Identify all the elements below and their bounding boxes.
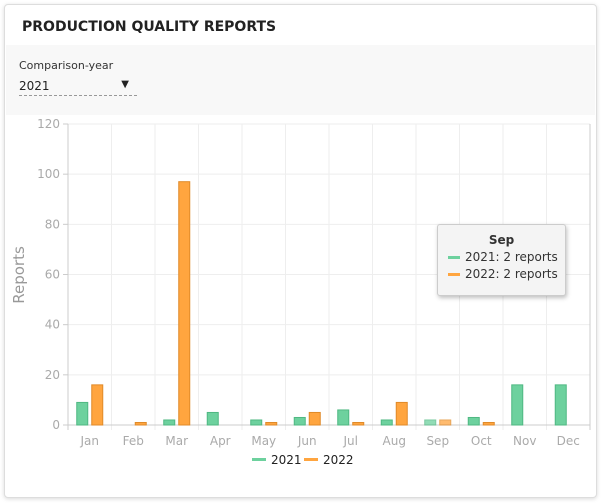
bar-2022-Jul bbox=[352, 421, 365, 426]
x-tick-label: Jul bbox=[343, 434, 358, 448]
comparison-year-value: 2021 bbox=[19, 79, 50, 93]
x-tick-label: Aug bbox=[383, 434, 406, 448]
x-tick-label: Nov bbox=[513, 434, 536, 448]
x-tick-label: May bbox=[251, 434, 276, 448]
comparison-year-label: Comparison-year bbox=[19, 59, 114, 72]
page-title: PRODUCTION QUALITY REPORTS bbox=[22, 19, 277, 35]
bar-2021-Jun bbox=[293, 416, 306, 426]
bar-2022-Oct bbox=[482, 421, 495, 426]
swatch-2021 bbox=[448, 255, 460, 259]
x-tick-label: Apr bbox=[210, 434, 231, 448]
y-axis-label: Reports bbox=[10, 246, 28, 304]
bar-2022-Jan bbox=[91, 384, 104, 426]
x-tick-label: Jan bbox=[80, 434, 100, 448]
comparison-year-select[interactable]: 2021 ▼ bbox=[19, 79, 137, 96]
y-tick-label: 120 bbox=[37, 117, 60, 131]
bar-2022-Aug bbox=[395, 401, 408, 426]
tooltip-row: 2021: 2 reports bbox=[465, 250, 558, 264]
bar-2022-Sep bbox=[439, 419, 452, 426]
legend-label: 2022 bbox=[323, 453, 354, 467]
bar-2021-Aug bbox=[380, 419, 393, 426]
bar-2021-Oct bbox=[467, 416, 480, 426]
legend-swatch-2022 bbox=[304, 458, 318, 461]
x-tick-label: Jun bbox=[297, 434, 317, 448]
legend-label: 2021 bbox=[271, 453, 302, 467]
caret-down-icon: ▼ bbox=[121, 79, 129, 90]
swatch-2022 bbox=[448, 272, 460, 276]
bar-2022-May bbox=[265, 421, 278, 426]
bar-2021-Sep bbox=[424, 419, 437, 426]
bar-2022-Feb bbox=[134, 421, 147, 426]
y-tick-label: 40 bbox=[45, 318, 60, 332]
x-tick-label: Sep bbox=[426, 434, 449, 448]
bar-2022-Jun bbox=[308, 411, 321, 426]
legend-swatch-2021 bbox=[252, 458, 266, 461]
tooltip-row: 2022: 2 reports bbox=[465, 267, 558, 281]
bar-2021-Dec bbox=[554, 384, 567, 426]
x-tick-label: Mar bbox=[165, 434, 188, 448]
x-tick-label: Feb bbox=[123, 434, 144, 448]
y-tick-label: 60 bbox=[45, 268, 60, 282]
bar-2021-Nov bbox=[511, 384, 524, 426]
y-tick-label: 80 bbox=[45, 217, 60, 231]
bar-2021-Mar bbox=[163, 419, 176, 426]
bar-2021-Apr bbox=[206, 411, 219, 426]
tooltip-title: Sep bbox=[488, 233, 515, 247]
y-tick-label: 20 bbox=[45, 368, 60, 382]
bar-2021-Jul bbox=[337, 409, 350, 426]
y-tick-label: 0 bbox=[52, 418, 60, 432]
x-tick-label: Oct bbox=[471, 434, 492, 448]
tooltip: Sep 2021: 2 reports 2022: 2 reports bbox=[437, 224, 566, 296]
bar-2022-Mar bbox=[178, 181, 191, 426]
bar-2021-Jan bbox=[76, 401, 89, 426]
x-tick-label: Dec bbox=[557, 434, 580, 448]
filter-panel: Comparison-year 2021 ▼ bbox=[6, 45, 595, 115]
bar-2021-May bbox=[250, 419, 263, 426]
y-tick-label: 100 bbox=[37, 167, 60, 181]
